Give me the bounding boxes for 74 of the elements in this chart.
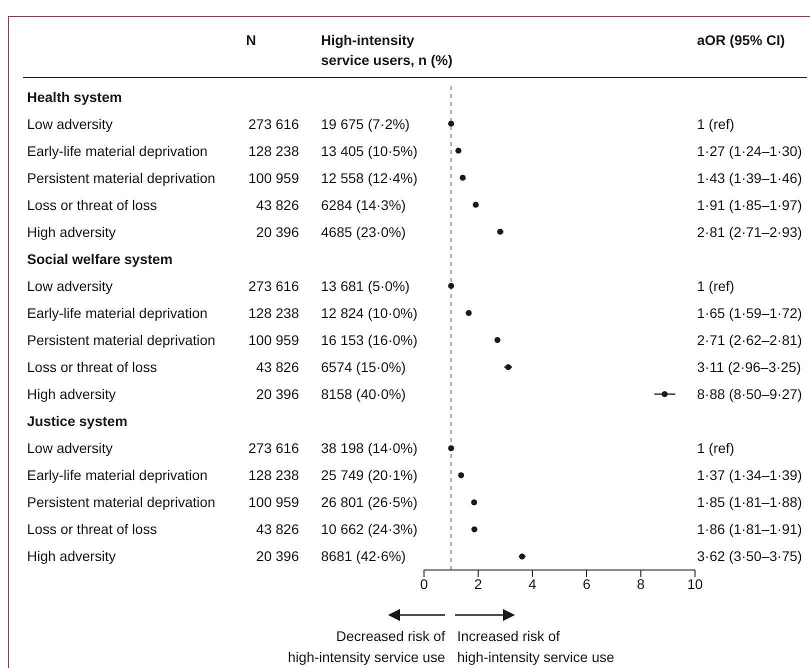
data-label: 128 238 [248, 304, 299, 322]
data-label: 25 749 (20·1%) [321, 466, 418, 484]
category-label: Early-life material deprivation [27, 466, 208, 484]
category-label: Health system [27, 88, 122, 106]
category-label: Loss or threat of loss [27, 358, 157, 376]
text: 3·11 (2·96–3·25) [697, 358, 802, 376]
data-label: 273 616 [248, 276, 299, 295]
category-label: Persistent material deprivation [27, 493, 216, 512]
x-tick-label: 8 [636, 576, 645, 592]
data-label: 273 616 [248, 439, 299, 458]
data-label: 8158 (40·0%) [321, 385, 406, 404]
text: 1·91 (1·85–1·97) [697, 196, 802, 214]
data-label: 128 238 [248, 466, 299, 484]
text: 1·86 (1·81–1·91) [697, 520, 802, 538]
text: Increased risk of high-intensity service use [457, 628, 614, 665]
data-label: 43 826 [256, 196, 299, 214]
data-label: 20 396 [256, 547, 299, 566]
category-label: Social welfare system [27, 250, 173, 268]
data-label: 8681 (42·6%) [321, 547, 406, 566]
data-label: 10 662 (24·3%) [321, 520, 418, 538]
text: 1·27 (1·24–1·30) [697, 142, 802, 160]
category-label: Justice system [27, 412, 128, 430]
data-label: 16 153 (16·0%) [321, 331, 418, 350]
category-label: Loss or threat of loss [27, 196, 157, 214]
category-label: Early-life material deprivation [27, 142, 208, 160]
category-label: Low adversity [27, 114, 113, 133]
x-tick-label: 0 [420, 576, 428, 592]
data-label: 273 616 [248, 114, 299, 133]
data-label: 20 396 [256, 222, 299, 241]
data-label: 43 826 [256, 358, 299, 376]
data-label: 38 198 (14·0%) [321, 439, 418, 458]
category-label: Low adversity [27, 276, 113, 295]
category-label: High adversity [27, 547, 116, 566]
data-label: 43 826 [256, 520, 299, 538]
category-label: Persistent material deprivation [27, 331, 216, 350]
text: aOR (95% CI) [697, 31, 785, 50]
x-tick-label: 4 [528, 576, 536, 592]
text: 1·43 (1·39–1·46) [697, 168, 802, 187]
data-label: 100 959 [248, 493, 299, 512]
data-label: 100 959 [248, 331, 299, 350]
text: 1 (ref) [697, 276, 734, 295]
category-label: High adversity [27, 222, 116, 241]
category-label: High adversity [27, 385, 116, 404]
category-label: Early-life material deprivation [27, 304, 208, 322]
text: 8·88 (8·50–9·27) [697, 385, 802, 404]
category-label: Low adversity [27, 439, 113, 458]
text: Decreased risk of high-intensity service use [288, 628, 446, 665]
data-label: 6574 (15·0%) [321, 358, 406, 376]
data-label: 26 801 (26·5%) [321, 493, 418, 512]
text: 1 (ref) [697, 114, 734, 133]
data-label: 13 681 (5·0%) [321, 276, 410, 295]
text: 2·71 (2·62–2·81) [697, 331, 802, 350]
text: 1·85 (1·81–1·88) [697, 493, 802, 512]
data-label: 6284 (14·3%) [321, 196, 406, 214]
text: 1 (ref) [697, 439, 734, 458]
text: 2·81 (2·71–2·93) [697, 222, 802, 241]
text: 1·65 (1·59–1·72) [697, 304, 802, 322]
data-label: 12 824 (10·0%) [321, 304, 418, 322]
data-label: 100 959 [248, 168, 299, 187]
text: N [246, 32, 256, 48]
category-label: Loss or threat of loss [27, 520, 157, 538]
data-label: 12 558 (12·4%) [321, 168, 418, 187]
text: 1·37 (1·34–1·39) [697, 466, 802, 484]
x-tick-label: 6 [582, 576, 591, 592]
data-label: 19 675 (7·2%) [321, 114, 410, 133]
text: High-intensity service users, n (%) [321, 31, 454, 70]
data-label: 13 405 (10·5%) [321, 142, 418, 160]
data-label: 20 396 [256, 385, 299, 404]
data-label: 128 238 [248, 142, 299, 160]
data-label: 4685 (23·0%) [321, 222, 406, 241]
x-tick-label: 10 [687, 576, 703, 592]
text: 3·62 (3·50–3·75) [697, 547, 802, 566]
x-tick-label: 2 [474, 576, 482, 592]
category-label: Persistent material deprivation [27, 168, 216, 187]
